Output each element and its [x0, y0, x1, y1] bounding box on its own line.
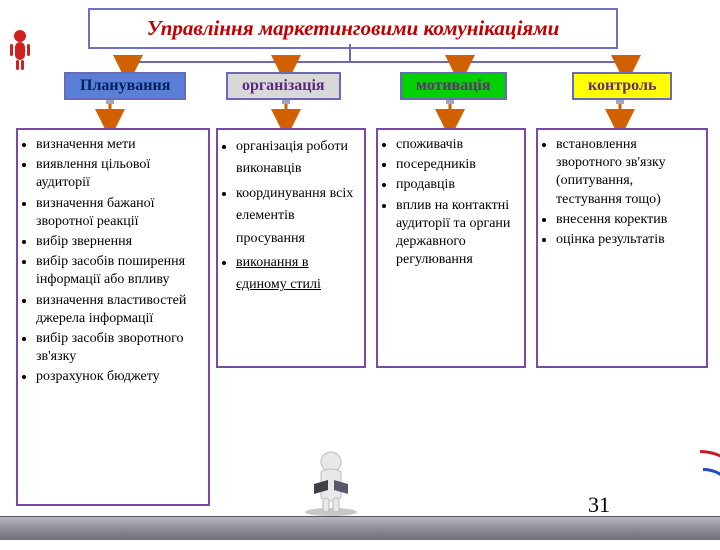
- title-text: Управління маркетинговими комунікаціями: [147, 16, 560, 40]
- list-item: вибір звернення: [36, 233, 204, 251]
- category-organization: організація: [226, 72, 341, 100]
- list: встановлення зворотного зв'язку (опитува…: [542, 136, 702, 249]
- list-item: визначення бажаної зворотної реакції: [36, 195, 204, 231]
- list-item: вибір засобів поширення інформації або в…: [36, 253, 204, 289]
- list-item: координування всіх елементів просування: [236, 183, 360, 250]
- slide: Управління маркетинговими комунікаціями: [0, 0, 720, 540]
- column-organization: організація роботи виконавців координува…: [216, 128, 366, 368]
- column-control: встановлення зворотного зв'язку (опитува…: [536, 128, 708, 368]
- list-item: посередників: [396, 156, 520, 174]
- page-number: 31: [588, 492, 610, 518]
- category-motivation: мотивація: [400, 72, 507, 100]
- list-item: оцінка результатів: [556, 231, 702, 249]
- column-motivation: споживачів посередників продавців вплив …: [376, 128, 526, 368]
- category-control: контроль: [572, 72, 672, 100]
- list-item: продавців: [396, 176, 520, 194]
- list-item: організація роботи виконавців: [236, 136, 360, 181]
- list-item: внесення коректив: [556, 211, 702, 229]
- list-item: розрахунок бюджету: [36, 368, 204, 386]
- title-box: Управління маркетинговими комунікаціями: [88, 8, 618, 49]
- list: споживачів посередників продавців вплив …: [382, 136, 520, 269]
- category-planning: Планування: [64, 72, 186, 100]
- category-label: організація: [242, 77, 325, 94]
- list-item: споживачів: [396, 136, 520, 154]
- footer-bar: [0, 516, 720, 540]
- list: визначення мети виявлення цільової аудит…: [22, 136, 204, 386]
- list: організація роботи виконавців координува…: [222, 136, 360, 297]
- corner-decoration: [650, 480, 720, 520]
- list-item: вибір засобів зворотного зв'язку: [36, 330, 204, 366]
- list-item: визначення властивостей джерела інформац…: [36, 292, 204, 328]
- reading-figure-icon: [296, 446, 366, 516]
- category-label: Планування: [80, 77, 170, 94]
- list-item: виявлення цільової аудиторії: [36, 156, 204, 192]
- list-item: визначення мети: [36, 136, 204, 154]
- list-item: вплив на контактні аудиторії та органи д…: [396, 197, 520, 270]
- column-planning: визначення мети виявлення цільової аудит…: [16, 128, 210, 506]
- person-icon: [6, 28, 34, 72]
- category-label: контроль: [588, 77, 656, 94]
- list-item: виконання в єдиному стилі: [236, 252, 360, 297]
- category-label: мотивація: [416, 77, 491, 94]
- list-item: встановлення зворотного зв'язку (опитува…: [556, 136, 702, 209]
